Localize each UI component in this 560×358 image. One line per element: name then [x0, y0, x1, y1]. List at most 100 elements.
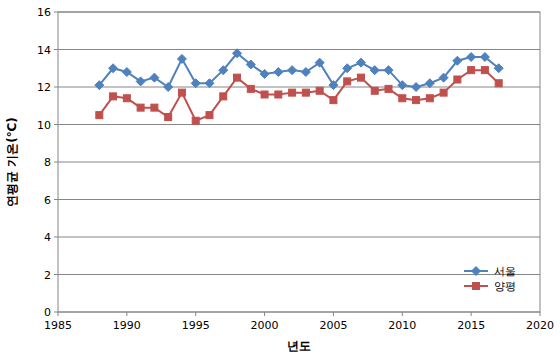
x-tick	[402, 312, 403, 316]
y-tick	[54, 49, 58, 50]
x-tick-label: 2010	[388, 319, 416, 332]
x-tick	[333, 312, 334, 316]
y-tick	[54, 274, 58, 275]
grid-line	[58, 312, 540, 313]
y-tick	[54, 12, 58, 13]
data-point	[425, 79, 434, 88]
x-tick-label: 2000	[251, 319, 279, 332]
data-point	[356, 58, 365, 67]
data-point	[220, 93, 227, 100]
data-point	[316, 87, 323, 94]
data-point	[467, 53, 476, 62]
data-point	[192, 117, 199, 124]
y-tick-label: 14	[37, 44, 51, 57]
data-point	[357, 74, 364, 81]
x-tick-label: 1995	[182, 319, 210, 332]
series-line	[99, 70, 498, 121]
chart: 0246810121416198519901995200020052010201…	[0, 0, 560, 358]
data-point	[315, 58, 324, 67]
x-tick	[540, 312, 541, 316]
y-tick	[54, 162, 58, 163]
legend-marker	[472, 267, 481, 276]
grid-line	[58, 237, 540, 238]
grid-line	[58, 87, 540, 88]
data-point	[206, 112, 213, 119]
grid-line	[58, 12, 540, 13]
data-point	[247, 85, 254, 92]
data-point	[137, 104, 144, 111]
grid-line	[58, 49, 540, 50]
y-tick	[54, 87, 58, 88]
data-point	[289, 89, 296, 96]
data-point	[275, 91, 282, 98]
data-point	[413, 97, 420, 104]
legend-label: 서울	[494, 265, 516, 278]
data-point	[177, 54, 186, 63]
data-point	[165, 114, 172, 121]
data-point	[260, 69, 269, 78]
data-point	[219, 66, 228, 75]
x-axis-label: 년도	[287, 339, 311, 353]
y-tick-label: 0	[44, 306, 51, 319]
y-tick-label: 12	[37, 81, 51, 94]
y-tick-label: 8	[44, 156, 51, 169]
data-point	[412, 83, 421, 92]
series-group	[95, 49, 503, 125]
data-point	[96, 112, 103, 119]
data-point	[246, 60, 255, 69]
data-point	[440, 89, 447, 96]
y-tick	[54, 312, 58, 313]
y-tick-label: 16	[37, 6, 51, 19]
data-point	[191, 79, 200, 88]
data-point	[234, 74, 241, 81]
data-point	[495, 80, 502, 87]
data-point	[164, 83, 173, 92]
grid-line	[58, 124, 540, 125]
data-point	[454, 76, 461, 83]
x-tick-label: 2020	[526, 319, 554, 332]
data-point	[123, 95, 130, 102]
grid-line	[58, 162, 540, 163]
x-tick	[195, 312, 196, 316]
data-point	[329, 81, 338, 90]
data-point	[302, 89, 309, 96]
legend-label: 양평	[494, 280, 516, 293]
y-tick-label: 2	[44, 269, 51, 282]
x-tick	[471, 312, 472, 316]
data-point	[330, 97, 337, 104]
x-tick-label: 2005	[319, 319, 347, 332]
data-point	[205, 79, 214, 88]
data-point	[384, 66, 393, 75]
data-point	[110, 93, 117, 100]
grid-line	[58, 274, 540, 275]
x-tick-label: 1985	[44, 319, 72, 332]
data-point	[453, 56, 462, 65]
plot-frame	[58, 12, 540, 312]
data-point	[385, 85, 392, 92]
data-point	[439, 73, 448, 82]
y-tick-label: 4	[44, 231, 51, 244]
data-point	[261, 91, 268, 98]
x-tick	[264, 312, 265, 316]
series-line	[99, 53, 498, 87]
data-point	[136, 77, 145, 86]
y-tick	[54, 199, 58, 200]
grid-line	[58, 199, 540, 200]
data-point	[301, 68, 310, 77]
data-point	[178, 89, 185, 96]
y-axis-label: 연평균 기온(℃)	[5, 117, 19, 207]
y-tick	[54, 124, 58, 125]
y-tick-label: 10	[37, 119, 51, 132]
x-tick-label: 1990	[113, 319, 141, 332]
y-tick	[54, 237, 58, 238]
data-point	[95, 81, 104, 90]
data-point	[494, 64, 503, 73]
data-point	[399, 95, 406, 102]
data-point	[468, 67, 475, 74]
data-point	[343, 64, 352, 73]
data-point	[288, 66, 297, 75]
legend: 서울양평	[464, 265, 516, 293]
data-point	[370, 66, 379, 75]
data-point	[151, 104, 158, 111]
legend-marker	[473, 283, 480, 290]
